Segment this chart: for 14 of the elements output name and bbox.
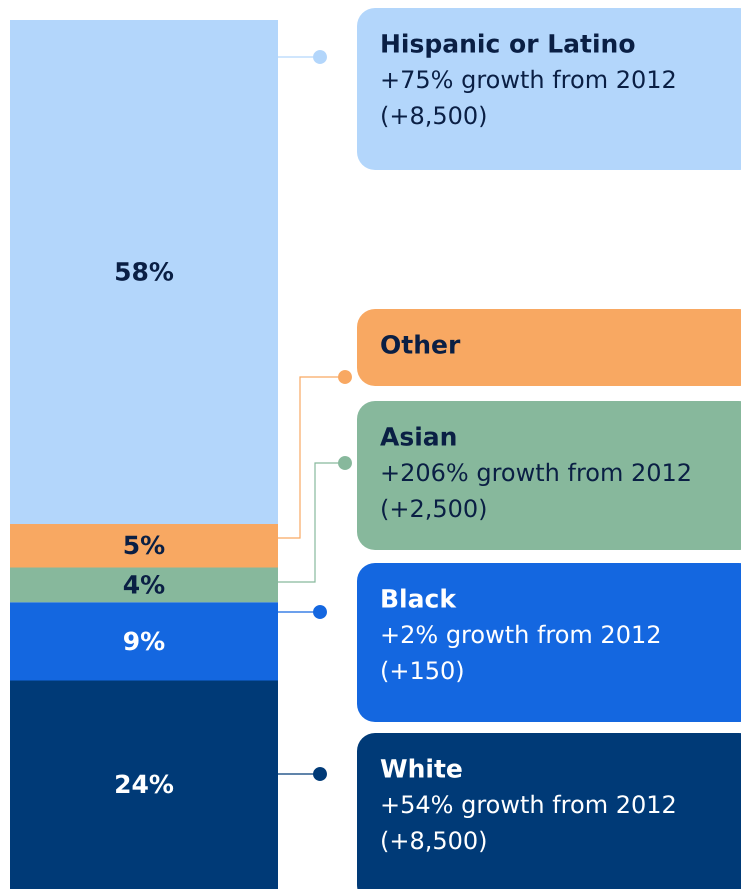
data-label: 5% [122, 531, 166, 560]
legend-label: Hispanic or Latino [380, 30, 636, 58]
legend-label: Black [380, 584, 458, 614]
data-label: 58% [114, 258, 174, 287]
text: +54% growth from 2012 (+8,500) [380, 791, 684, 855]
text: Asian [380, 422, 458, 452]
text: +75% growth from 2012 (+8,500) [380, 66, 684, 130]
text: +206% growth from 2012 (+2,500) [380, 459, 700, 523]
data-label: 4% [122, 570, 166, 600]
legend-label: White [380, 754, 463, 784]
data-label: 24% [114, 770, 174, 800]
text: +2% growth from 2012 (+150) [380, 621, 670, 685]
text: Other [380, 330, 461, 360]
data-label: 9% [122, 626, 166, 656]
